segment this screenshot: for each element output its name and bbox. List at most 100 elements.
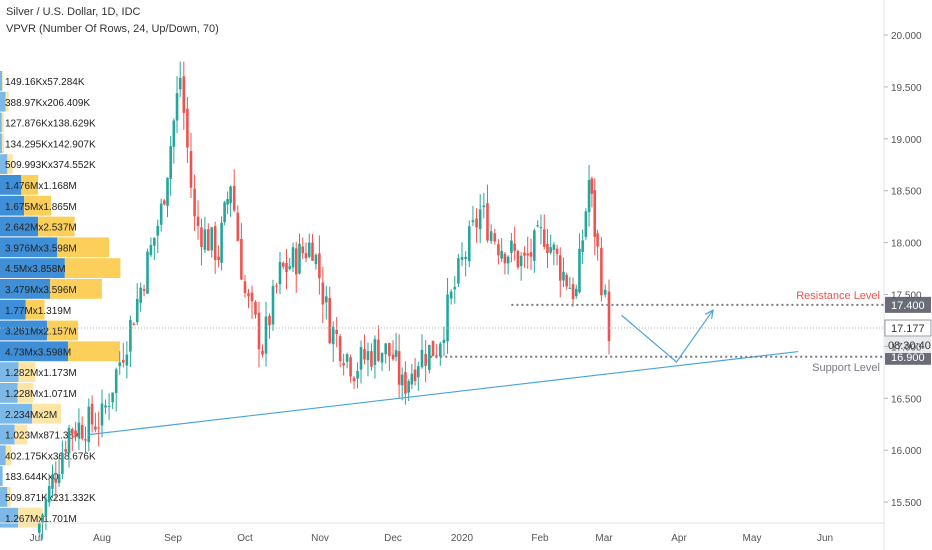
volume-up-bar [0, 154, 8, 174]
candle-body [203, 229, 207, 250]
candle-body [431, 340, 435, 356]
price-tick-label: 15.500 [891, 498, 922, 509]
candle-body [335, 329, 338, 335]
candle-body [529, 252, 533, 257]
volume-up-bar [0, 195, 25, 216]
volume-down-bar [25, 299, 45, 320]
volume-down-bar [5, 91, 9, 112]
candle-body [424, 353, 427, 366]
volume-row-label: 3.479Mx3.596M [5, 285, 77, 296]
candle-body [38, 523, 41, 533]
candle-body [80, 424, 84, 439]
volume-up-bar [0, 112, 2, 133]
candle-body [111, 392, 114, 403]
candle-body [223, 202, 226, 223]
candle-body [471, 220, 475, 223]
candle-body [196, 216, 200, 227]
candle-body [51, 475, 54, 489]
volume-up-bar [0, 320, 47, 341]
volume-up-bar [0, 175, 22, 195]
candle-body [226, 199, 229, 205]
candle-body [169, 146, 172, 179]
candle-body [420, 349, 424, 368]
volume-down-bar [18, 362, 36, 382]
candle-body [562, 271, 565, 281]
candle-body [464, 257, 467, 260]
candle-body [250, 292, 254, 302]
trendline [88, 350, 799, 436]
level-label: Support Level [812, 362, 880, 374]
candle-body [349, 357, 352, 377]
candle-body [506, 256, 510, 264]
candle-body [384, 343, 387, 355]
volume-down-bar [32, 403, 61, 424]
candle-body [558, 255, 562, 281]
candle-body [607, 291, 611, 342]
candle-body [61, 453, 64, 474]
symbol-title: Silver / U.S. Dollar, 1D, IDC [6, 6, 141, 18]
candle-body [552, 244, 556, 250]
candle-body [397, 351, 401, 385]
time-tick-label: May [743, 533, 762, 544]
candle-body [236, 212, 240, 241]
candle-body [565, 274, 568, 287]
time-tick-label: Nov [311, 533, 329, 544]
candle-body [254, 301, 257, 315]
candle-body [363, 349, 366, 360]
volume-row-label: 388.97Kx206.409K [5, 98, 90, 109]
candle-body [285, 263, 288, 272]
candle-body [94, 426, 97, 430]
candle-body [486, 203, 489, 241]
volume-row-label: 509.993Kx374.552K [5, 160, 96, 171]
time-axis: Jul Aug Sep Oct Nov Dec 2020 Feb Mar Apr May Jun [0, 522, 884, 544]
candle-body [257, 312, 261, 350]
candle-body [590, 178, 594, 194]
candle-body [536, 225, 539, 227]
volume-down-bar [2, 71, 3, 91]
candle-body [493, 233, 497, 242]
candle-body [342, 363, 345, 366]
volume-down-bar [7, 154, 13, 174]
candle-body [475, 218, 478, 228]
candle-body [118, 362, 122, 367]
candle-body [271, 286, 275, 325]
candle-body [571, 284, 575, 300]
candle-body [142, 288, 146, 291]
price-tick-label: 16.500 [891, 394, 922, 405]
candle-body [510, 240, 513, 253]
volume-up-bar [0, 424, 15, 445]
volume-up-bar [0, 258, 65, 278]
time-tick-label: Feb [531, 533, 549, 544]
level-price-tag [885, 296, 931, 313]
volume-row-label: 1.228Mx1.071M [5, 389, 77, 400]
volume-profile: 149.16Kx57.284K 388.97Kx206.409K 127.876Kx… [0, 71, 121, 528]
countdown-text: 08:30:40 [888, 340, 931, 352]
candle-body [489, 231, 493, 242]
candle-body [44, 498, 48, 516]
volume-up-bar [0, 445, 6, 466]
candle-body [359, 347, 363, 370]
candle-body [97, 427, 100, 429]
candle-body [568, 287, 572, 289]
volume-up-bar [0, 216, 39, 237]
candle-body [600, 247, 603, 296]
volume-down-bar [1, 133, 4, 154]
volume-row-label: 3.976Mx3.598M [5, 243, 77, 254]
candle-body [513, 243, 516, 251]
volume-down-bar [50, 279, 102, 299]
price-axis: 15.500 16.000 16.500 17.000 17.500 18.000 18.5… [883, 0, 922, 550]
volume-row-label: 1.476Mx1.168M [5, 181, 77, 192]
volume-row-label: 2.642Mx2.537M [5, 223, 77, 234]
candle-body [291, 247, 295, 268]
candle-body [232, 186, 236, 211]
candle-body [446, 294, 449, 342]
volume-down-bar [38, 216, 75, 237]
projection-path [621, 309, 714, 363]
time-tick-label: Sep [164, 533, 182, 544]
volume-row-label: 3.261Mx2.157M [5, 327, 77, 338]
candle-body [356, 371, 359, 379]
candle-body [581, 240, 584, 252]
candle-body [370, 351, 373, 367]
